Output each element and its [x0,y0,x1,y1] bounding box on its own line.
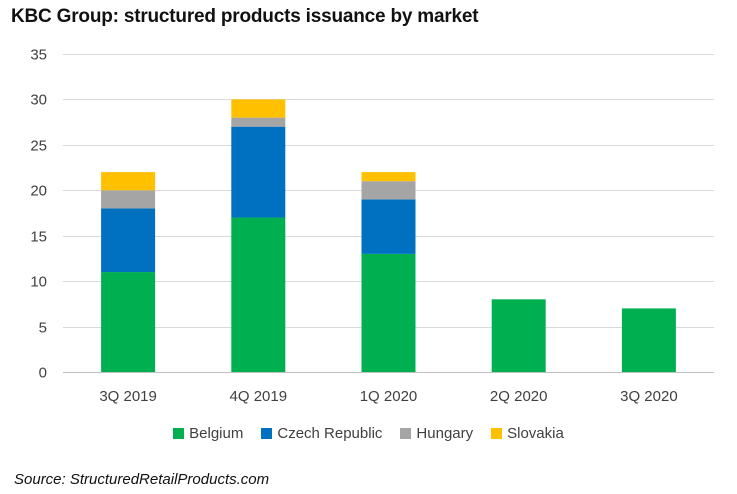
x-tick-label: 3Q 2020 [620,388,678,405]
y-tick-label: 30 [30,92,47,109]
bar-belgium-3q-2019 [101,272,156,372]
legend-entry: Slovakia [491,425,564,442]
x-tick-label: 3Q 2019 [99,388,157,405]
y-tick-label: 0 [39,365,47,382]
legend-swatch [491,428,503,439]
legend-label: Hungary [416,425,474,442]
bar-slovakia-3q-2019 [101,172,156,191]
legend-label: Belgium [189,425,244,442]
legend-swatch [173,428,185,439]
y-tick-label: 20 [30,183,47,200]
legend-entry: Belgium [173,425,243,442]
bar-czech-republic-1q-2020 [361,199,416,254]
x-tick-label: 1Q 2020 [360,388,418,405]
bar-slovakia-1q-2020 [361,172,416,182]
y-axis-ticks: 0 5 10 15 20 25 30 35 [30,47,47,382]
bar-belgium-3q-2020 [621,308,676,372]
chart-title: KBC Group: structured products issuance … [11,6,479,27]
legend-entry: Czech Republic [261,425,382,442]
y-tick-label: 10 [30,274,47,291]
source-note: Source: StructuredRetailProducts.com [14,471,270,488]
y-tick-label: 35 [30,47,47,64]
legend-entry: Hungary [400,425,473,442]
legend-label: Slovakia [507,425,564,442]
bar-hungary-3q-2019 [101,190,156,209]
bar-belgium-1q-2020 [361,253,416,372]
legend: Belgium Czech Republic Hungary Slovakia [0,425,737,442]
legend-swatch [261,428,273,439]
x-tick-label: 2Q 2020 [490,388,548,405]
bar-belgium-2q-2020 [491,299,546,372]
bar-belgium-4q-2019 [231,217,286,372]
y-tick-label: 5 [39,320,47,337]
bar-czech-republic-3q-2019 [101,208,156,273]
legend-swatch [400,428,412,439]
bar-hungary-1q-2020 [361,181,416,200]
x-axis-ticks: 3Q 2019 4Q 2019 1Q 2020 2Q 2020 3Q 2020 [99,388,677,405]
bar-slovakia-4q-2019 [231,99,286,118]
bar-czech-republic-4q-2019 [231,126,286,218]
x-tick-label: 4Q 2019 [230,388,288,405]
legend-label: Czech Republic [277,425,383,442]
bars [101,99,676,372]
y-tick-label: 25 [30,138,47,155]
bar-chart: 0 5 10 15 20 25 30 35 3Q 2019 4Q 2019 1Q 2020 2Q 2… [30,47,714,405]
y-tick-label: 15 [30,229,47,246]
bar-hungary-4q-2019 [231,117,286,127]
